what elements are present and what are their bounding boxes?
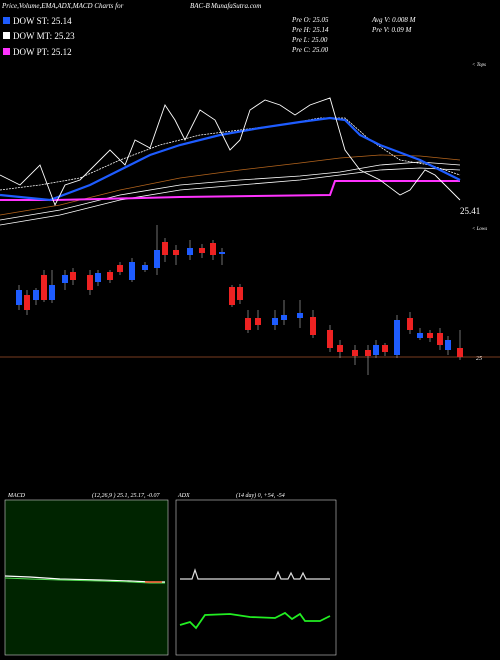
ema-line [0,154,461,216]
adx-title: ADX [177,493,190,499]
candle-body [49,285,55,300]
candle-body [237,287,243,300]
info: Pre H: 25.14 [291,26,329,34]
candle-body [142,265,148,270]
candle-body [117,265,123,272]
adx-params: (14 day) 0, +54, -54 [236,492,285,499]
price-line [0,97,461,207]
candle-body [154,250,160,268]
lows-label: < Lows [472,227,487,232]
candle-body [352,350,358,356]
candle-body [297,313,303,318]
macd-params: (12,26,9 ) 25.1, 25.17, -0.07 [92,492,160,499]
info: Pre O: 25.05 [291,16,329,24]
candle-body [394,320,400,355]
legend-entry: DOW PT: 25.12 [13,47,72,57]
candle-body [173,250,179,255]
candle-body [16,290,22,305]
volume-info: Pre V: 0.09 M [371,26,412,34]
candle-body [365,350,371,356]
candle-body [229,287,235,305]
candle-body [373,345,379,355]
candles [16,225,463,375]
indicator-lines [0,97,461,226]
header-symbol: BAC-B [190,2,211,10]
legend-swatch [3,32,10,39]
candle-body [187,248,193,255]
candle-body [70,272,76,280]
signal-line [4,577,165,584]
candle-body [437,333,443,345]
legend-entry: DOW MT: 25.23 [13,31,75,41]
candle-body [445,340,451,350]
candle-body [407,318,413,330]
ema-line [0,167,461,226]
mt-line [0,117,461,191]
candle-body [281,315,287,320]
candle-body [272,318,278,325]
info: Pre C: 25.00 [291,46,329,54]
candle-body [382,345,388,352]
level-label: 25 [476,356,482,362]
candle-body [255,318,261,325]
candle-body [129,262,135,280]
candle-body [33,290,39,300]
candle-body [219,252,225,254]
macd-title: MACD [7,493,26,499]
candle-body [417,333,423,338]
candle-body [310,317,316,335]
legend-entry: DOW ST: 25.14 [13,16,72,26]
candle-body [199,248,205,253]
adx-line [180,568,330,580]
tops-label: < Tops [472,63,486,68]
last-price: 25.41 [460,206,480,216]
pt-line [0,180,460,201]
candle-body [24,295,30,310]
volume-info: Avg V: 0.008 M [371,16,417,24]
header-title: Price,Volume,EMA,ADX,MACD Charts for [1,2,124,10]
legend-swatch [3,48,10,55]
header-site: MunafaSutra.com [210,2,261,10]
candle-body [427,333,433,338]
candle-body [107,272,113,280]
legend-swatch [3,17,10,24]
ema-line [0,161,461,221]
candle-body [457,348,463,357]
candle-body [245,318,251,330]
candle-body [95,273,101,282]
candle-body [41,275,47,300]
adx-panel [175,499,337,656]
candle-body [210,243,216,255]
candle-body [87,275,93,290]
candle-body [337,345,343,352]
candle-body [62,275,68,283]
candle-body [162,242,168,255]
candle-body [327,330,333,348]
st-line [0,116,461,202]
info: Pre L: 25.00 [291,36,328,44]
di-line [179,611,331,630]
